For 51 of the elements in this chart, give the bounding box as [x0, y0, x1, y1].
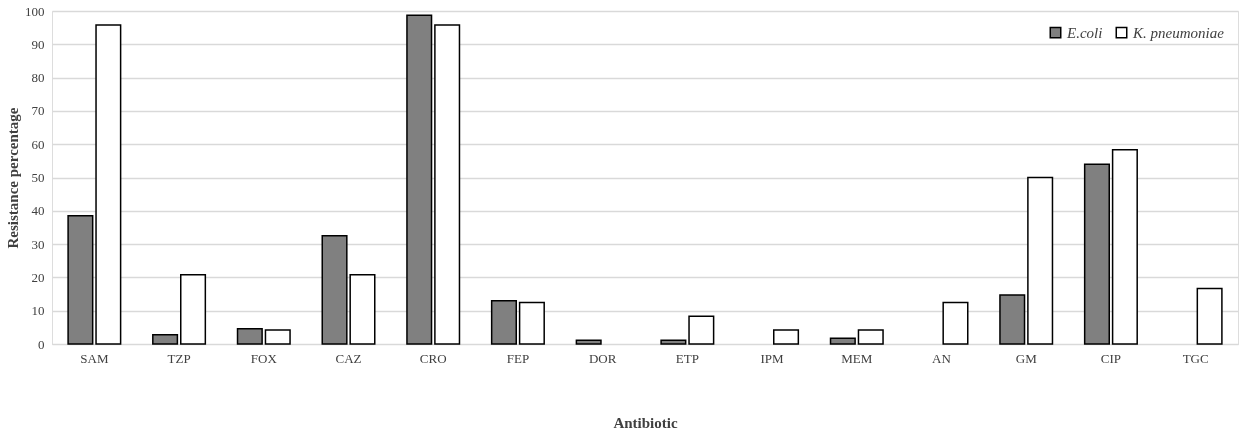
y-axis-title: Resistance percentage — [5, 107, 21, 249]
bar — [999, 294, 1026, 345]
x-tick-label: FEP — [506, 350, 530, 366]
bar — [1083, 163, 1110, 345]
bar — [773, 329, 800, 345]
bar — [1027, 176, 1054, 345]
bar — [1196, 287, 1223, 345]
x-tick-label: SAM — [80, 350, 109, 366]
bar — [575, 339, 602, 345]
x-tick-label: AN — [932, 350, 952, 366]
y-tick-label: 80 — [31, 70, 45, 86]
x-tick-label: CRO — [419, 350, 447, 366]
y-tick-label: 10 — [31, 303, 45, 319]
y-tick-label: 60 — [31, 136, 45, 152]
x-tick-label: TZP — [167, 350, 191, 366]
x-tick-label: GM — [1015, 350, 1038, 366]
bar — [857, 329, 884, 345]
x-tick-label: CAZ — [335, 350, 362, 366]
bar — [264, 329, 291, 345]
y-tick-label: 0 — [38, 336, 45, 352]
bar — [829, 337, 856, 345]
y-tick-label: 90 — [31, 36, 45, 52]
bar — [518, 301, 545, 345]
y-tick-label: 20 — [31, 269, 45, 285]
bar — [236, 327, 263, 345]
y-tick-label: 100 — [25, 3, 45, 19]
bar — [660, 339, 687, 345]
x-tick-label: MEM — [841, 350, 873, 366]
bar — [95, 24, 122, 345]
bar — [942, 301, 969, 345]
x-tick-label: DOR — [588, 350, 617, 366]
bar — [180, 273, 207, 345]
legend-label: K. pneumoniae — [1132, 24, 1225, 41]
bar — [67, 215, 94, 345]
y-tick-label: 70 — [31, 103, 45, 119]
x-tick-label: CIP — [1100, 350, 1122, 366]
x-tick-label: ETP — [675, 350, 699, 366]
y-tick-label: 30 — [31, 236, 45, 252]
bar — [434, 24, 461, 345]
bar — [406, 14, 433, 345]
bar — [152, 333, 179, 345]
x-tick-label: FOX — [250, 350, 278, 366]
y-tick-label: 40 — [31, 203, 45, 219]
bar — [688, 315, 715, 345]
bar — [490, 299, 517, 345]
bar — [1111, 149, 1138, 345]
x-tick-label: IPM — [760, 350, 785, 366]
x-axis-title: Antibiotic — [613, 414, 678, 431]
legend-label: E.coli — [1066, 24, 1103, 41]
y-tick-label: 50 — [31, 170, 45, 185]
x-tick-label: TGC — [1182, 350, 1209, 366]
